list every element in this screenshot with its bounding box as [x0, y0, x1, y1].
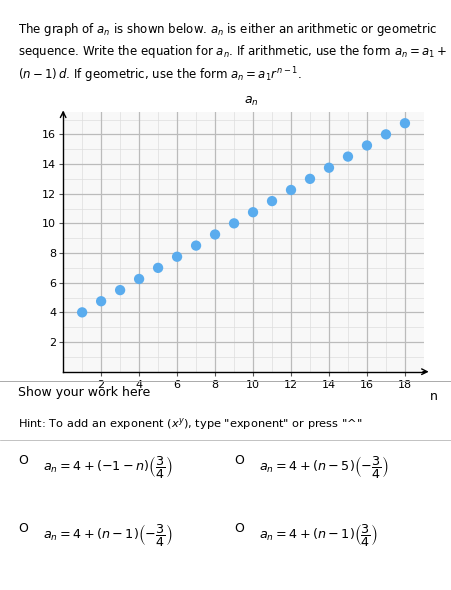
Text: O: O	[235, 454, 244, 467]
Text: O: O	[18, 454, 28, 467]
Text: $a_n = 4 + (n-5)\left(-\dfrac{3}{4}\right)$: $a_n = 4 + (n-5)\left(-\dfrac{3}{4}\righ…	[259, 454, 389, 480]
Point	[306, 174, 313, 183]
Point	[212, 230, 219, 239]
Point	[345, 152, 352, 161]
Point	[325, 163, 332, 172]
Text: $a_n = 4 + (n-1)\left(\dfrac{3}{4}\right)$: $a_n = 4 + (n-1)\left(\dfrac{3}{4}\right…	[259, 522, 378, 548]
Text: Hint: To add an exponent ($x^y$), type "exponent" or press "^": Hint: To add an exponent ($x^y$), type "…	[18, 416, 363, 432]
Point	[268, 196, 276, 206]
Text: O: O	[18, 522, 28, 535]
Point	[155, 263, 162, 273]
Text: $a_n$: $a_n$	[244, 94, 258, 107]
Point	[364, 141, 371, 150]
Text: sequence. Write the equation for $a_n$. If arithmetic, use the form $a_n = a_1 +: sequence. Write the equation for $a_n$. …	[18, 43, 447, 60]
Point	[78, 307, 86, 317]
Text: $a_n = 4 + (n-1)\left(-\dfrac{3}{4}\right)$: $a_n = 4 + (n-1)\left(-\dfrac{3}{4}\righ…	[43, 522, 172, 548]
Point	[382, 130, 390, 139]
Point	[249, 208, 257, 217]
Point	[116, 286, 124, 295]
Point	[135, 274, 143, 284]
Text: Show your work here: Show your work here	[18, 386, 150, 399]
Text: The graph of $a_n$ is shown below. $a_n$ is either an arithmetic or geometric: The graph of $a_n$ is shown below. $a_n$…	[18, 21, 437, 38]
Point	[401, 119, 409, 128]
Text: $(n-1)\,d$. If geometric, use the form $a_n = a_1r^{n-1}$.: $(n-1)\,d$. If geometric, use the form $…	[18, 65, 302, 85]
Text: n: n	[430, 389, 437, 402]
Text: O: O	[235, 522, 244, 535]
Point	[193, 241, 200, 250]
Point	[230, 219, 238, 228]
Point	[174, 252, 181, 261]
Text: $a_n = 4 + (-1-n)\left(\dfrac{3}{4}\right)$: $a_n = 4 + (-1-n)\left(\dfrac{3}{4}\righ…	[43, 454, 172, 480]
Point	[287, 185, 295, 195]
Point	[97, 297, 105, 306]
